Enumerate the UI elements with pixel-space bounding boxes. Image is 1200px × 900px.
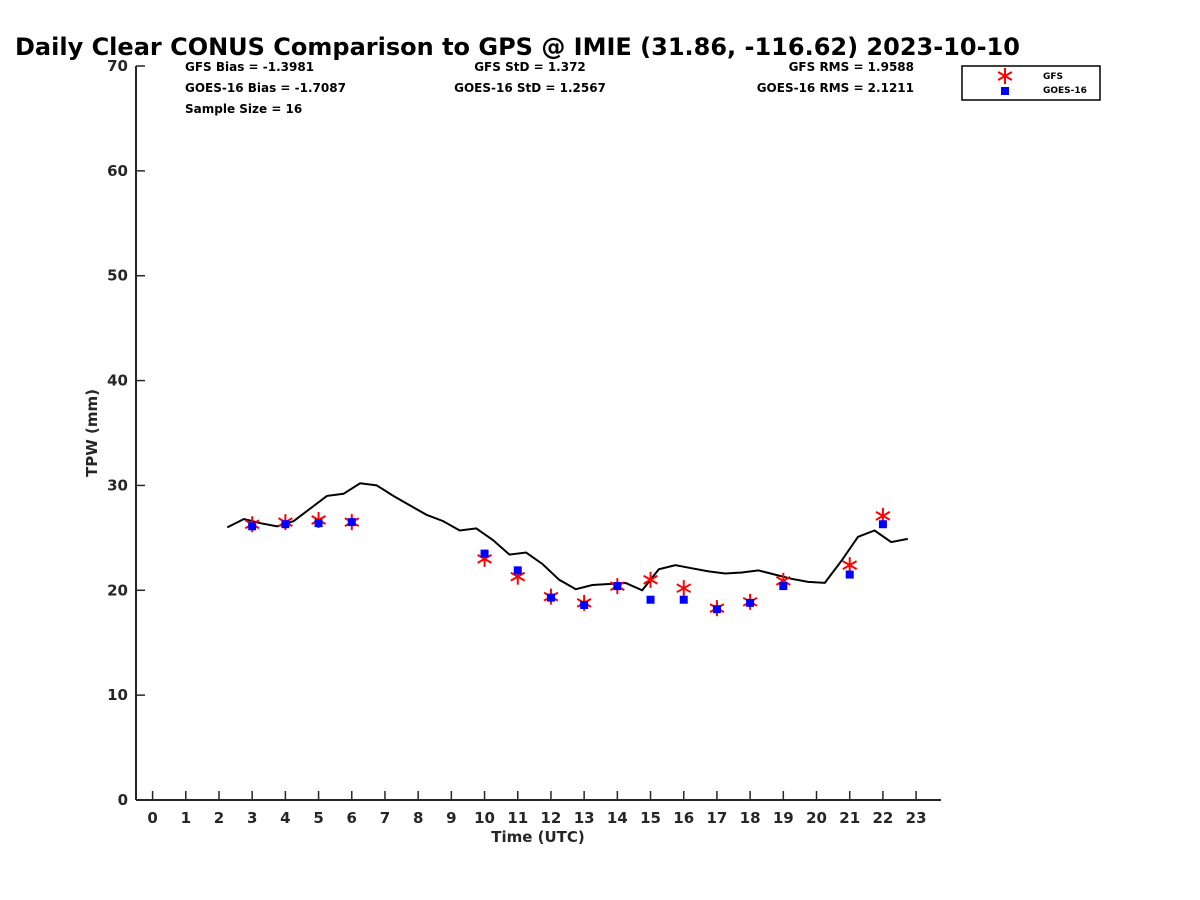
gfs-point [643, 571, 658, 588]
x-tick-label: 18 [740, 809, 761, 827]
y-tick-label: 50 [107, 267, 128, 285]
goes-point [746, 598, 755, 607]
axes [135, 66, 941, 801]
x-tick-label: 17 [706, 809, 727, 827]
y-tick-label: 30 [107, 476, 128, 494]
goes-point [480, 549, 489, 558]
y-tick-label: 20 [107, 581, 128, 599]
gps-series-line [226, 482, 908, 592]
y-axis-label: TPW (mm) [83, 389, 101, 477]
x-tick-label: 20 [806, 809, 827, 827]
gfs-bias-stat: GFS Bias = -1.3981 [185, 60, 314, 74]
x-tick-label: 0 [147, 809, 157, 827]
y-tick-label: 0 [118, 791, 128, 809]
x-tick-label: 19 [773, 809, 794, 827]
y-tick-label: 70 [107, 57, 128, 75]
y-axis-ticks: 0 10 20 30 40 50 60 70 [107, 57, 145, 809]
y-tick-label: 10 [107, 686, 128, 704]
y-tick-label: 60 [107, 162, 128, 180]
goes-point [613, 582, 622, 591]
x-axis-label: Time (UTC) [491, 828, 585, 846]
x-tick-label: 16 [673, 809, 694, 827]
x-tick-label: 3 [247, 809, 257, 827]
y-tick-label: 40 [107, 372, 128, 390]
x-tick-label: 6 [347, 809, 357, 827]
x-tick-label: 13 [574, 809, 595, 827]
goes-bias-stat: GOES-16 Bias = -1.7087 [185, 81, 346, 95]
goes-point [281, 520, 290, 529]
goes-point [646, 595, 655, 604]
x-tick-label: 10 [474, 809, 495, 827]
goes-point [845, 570, 854, 579]
goes-point [248, 522, 257, 531]
sample-size-stat: Sample Size = 16 [185, 102, 302, 116]
x-tick-label: 14 [607, 809, 628, 827]
chart-title: Daily Clear CONUS Comparison to GPS @ IM… [15, 33, 1020, 61]
x-tick-label: 1 [181, 809, 191, 827]
legend: GFS GOES-16 [961, 65, 1101, 101]
legend-box [961, 65, 1101, 101]
gfs-point [676, 580, 692, 597]
x-tick-label: 4 [280, 809, 290, 827]
x-tick-label: 9 [446, 809, 456, 827]
legend-gfs-marker [997, 68, 1013, 84]
goes-point [679, 595, 688, 604]
x-tick-label: 23 [906, 809, 927, 827]
x-tick-label: 8 [413, 809, 423, 827]
x-tick-label: 2 [214, 809, 224, 827]
goes-point [347, 518, 356, 527]
x-tick-label: 21 [839, 809, 860, 827]
goes-point [779, 582, 788, 591]
goes-std-stat: GOES-16 StD = 1.2567 [454, 81, 606, 95]
legend-gfs-label: GFS [1043, 72, 1063, 82]
plot-area [226, 482, 908, 617]
gfs-rms-stat: GFS RMS = 1.9588 [789, 60, 914, 74]
x-tick-label: 22 [872, 809, 893, 827]
gfs-std-stat: GFS StD = 1.372 [474, 60, 586, 74]
goes-point [712, 605, 721, 614]
goes-point [878, 520, 887, 529]
legend-goes-marker [1001, 87, 1009, 95]
goes-rms-stat: GOES-16 RMS = 2.1211 [757, 81, 914, 95]
x-tick-label: 5 [313, 809, 323, 827]
legend-gfs-asterisk [997, 68, 1013, 84]
goes-point [580, 600, 589, 609]
x-tick-label: 7 [380, 809, 390, 827]
gfs-point [842, 557, 858, 574]
x-tick-label: 15 [640, 809, 661, 827]
goes-point [513, 566, 522, 575]
x-tick-label: 11 [507, 809, 528, 827]
goes-point [546, 593, 555, 602]
x-tick-label: 12 [541, 809, 562, 827]
legend-goes-label: GOES-16 [1043, 86, 1087, 96]
goes-point [314, 519, 323, 528]
x-axis-ticks: 0 1 2 3 4 5 6 7 8 9 10 11 12 13 14 15 16 17 18 19 20 21 22 23 [147, 791, 927, 827]
